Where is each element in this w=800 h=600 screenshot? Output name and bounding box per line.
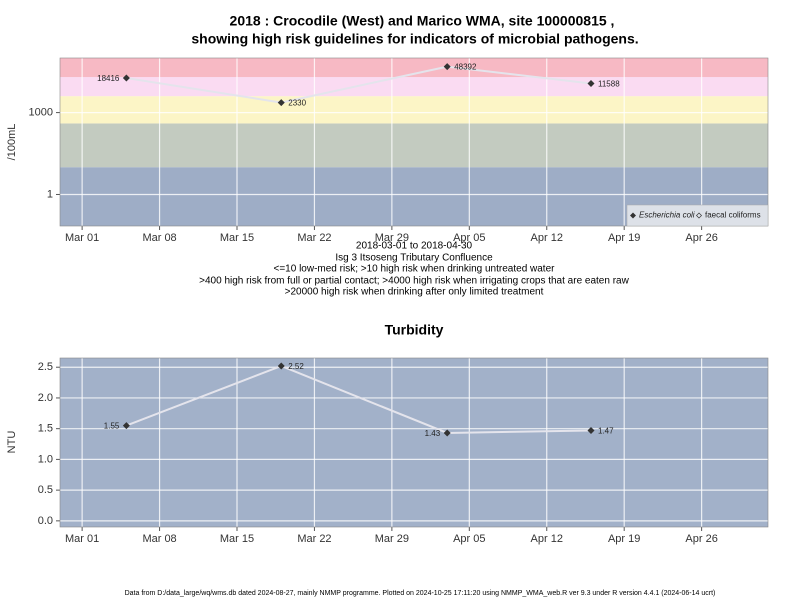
plot-frame [59,57,769,227]
x-tick-label: Mar 01 [65,232,99,244]
data-point [443,63,451,71]
data-label: 18416 [97,74,120,83]
note: <=10 low-med risk; >10 high risk when dr… [274,264,556,275]
data-point [122,422,130,430]
legend-label: faecal coliforms [705,211,761,220]
data-label: 48392 [454,63,477,72]
chart-subtitle: showing high risk guidelines for indicat… [191,31,638,47]
plot-background [60,358,768,527]
y-tick-label: 0.5 [38,484,53,496]
y-tick-label: 0.0 [38,515,53,527]
legend-label: Escherichia coli [639,211,695,220]
note: >400 high risk from full or partial cont… [199,276,629,287]
x-tick-label: Apr 26 [685,533,717,545]
y-tick-label: 2.0 [38,392,53,404]
data-label: 2330 [288,99,306,108]
footer: Data from D:/data_large/wq/wms.db dated … [125,590,716,597]
y-tick-label: 2.5 [38,361,53,373]
y-tick-label: 1.5 [38,423,53,435]
series-line [126,364,592,434]
x-tick-label: Mar 08 [142,232,176,244]
data-point [277,362,285,370]
chart-title: 2018 : Crocodile (West) and Marico WMA, … [230,13,615,29]
y-tick-label: 1000 [29,106,53,118]
note: >20000 high risk when drinking after onl… [285,287,544,298]
x-tick-label: Apr 26 [685,232,717,244]
risk-band [60,77,768,97]
series-line [126,65,592,104]
data-point [443,429,451,437]
data-label: 11588 [598,80,620,89]
risk-band [60,96,768,124]
chart-title: Turbidity [385,322,444,338]
data-label: 1.43 [425,429,441,438]
x-tick-label: Apr 19 [608,232,640,244]
y-tick-label: 1.0 [38,453,53,465]
x-tick-label: Mar 22 [297,533,331,545]
data-label: 1.47 [598,427,614,436]
data-label: 2.52 [288,362,304,371]
x-tick-label: Mar 01 [65,533,99,545]
data-point [277,99,285,107]
x-tick-label: Mar 15 [220,533,254,545]
data-point [122,74,130,82]
legend-box [626,204,769,227]
y-tick-label: 1 [47,188,53,200]
x-tick-label: Apr 12 [531,533,563,545]
legend-marker [696,212,702,219]
plot-frame [59,357,769,528]
x-tick-label: Apr 05 [453,533,485,545]
x-tick-label: Mar 22 [297,232,331,244]
note: Isg 3 Itsoseng Tributary Confluence [335,253,493,264]
x-tick-label: Apr 19 [608,533,640,545]
x-tick-label: Mar 15 [220,232,254,244]
x-tick-label: Apr 12 [531,232,563,244]
risk-band [60,123,768,168]
x-label: 2018-03-01 to 2018-04-30 [356,241,473,252]
data-label: 1.55 [104,422,120,431]
x-tick-label: Mar 29 [375,533,409,545]
x-tick-label: Apr 05 [453,232,485,244]
y-label: NTU [6,431,18,454]
data-point [587,80,595,88]
x-tick-label: Mar 08 [142,533,176,545]
data-point [587,427,595,435]
x-tick-label: Mar 29 [375,232,409,244]
y-label: /100mL [6,124,18,161]
legend-marker [630,212,636,219]
